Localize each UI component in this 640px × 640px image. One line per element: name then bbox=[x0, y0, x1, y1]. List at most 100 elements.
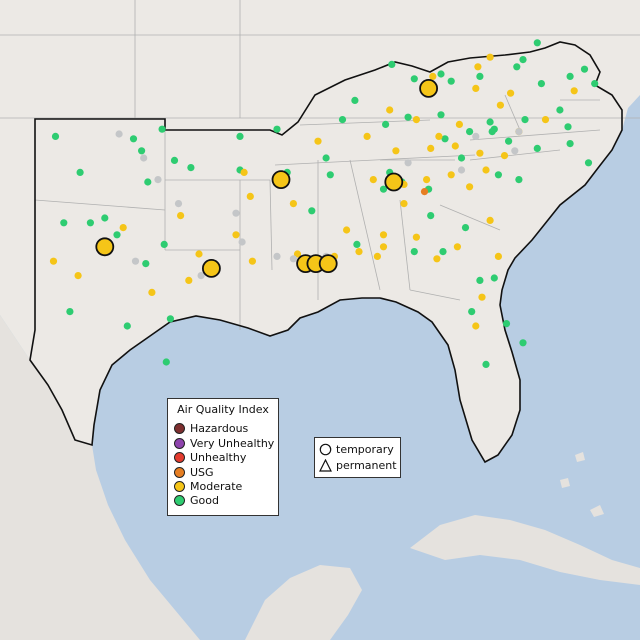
good-site-marker[interactable] bbox=[66, 308, 74, 316]
good-site-marker[interactable] bbox=[486, 118, 494, 126]
moderate-site-marker[interactable] bbox=[423, 176, 431, 184]
good-site-marker[interactable] bbox=[404, 113, 412, 121]
good-site-marker[interactable] bbox=[138, 147, 146, 155]
moderate-site-marker[interactable] bbox=[476, 149, 484, 157]
no-data-site-marker[interactable] bbox=[238, 238, 246, 246]
no-data-site-marker[interactable] bbox=[232, 209, 240, 217]
temporary-monitor-marker[interactable] bbox=[419, 79, 439, 98]
good-site-marker[interactable] bbox=[353, 240, 361, 248]
moderate-site-marker[interactable] bbox=[400, 200, 408, 208]
good-site-marker[interactable] bbox=[513, 63, 521, 71]
good-site-marker[interactable] bbox=[566, 72, 574, 80]
good-site-marker[interactable] bbox=[51, 132, 60, 140]
good-site-marker[interactable] bbox=[142, 260, 150, 268]
good-site-marker[interactable] bbox=[101, 214, 109, 222]
temporary-monitor-marker[interactable] bbox=[384, 172, 404, 192]
good-site-marker[interactable] bbox=[591, 80, 599, 88]
moderate-site-marker[interactable] bbox=[482, 166, 490, 174]
good-site-marker[interactable] bbox=[322, 154, 330, 162]
moderate-site-marker[interactable] bbox=[195, 250, 203, 258]
good-site-marker[interactable] bbox=[410, 248, 418, 256]
good-site-marker[interactable] bbox=[494, 171, 502, 179]
moderate-site-marker[interactable] bbox=[386, 106, 394, 114]
good-site-marker[interactable] bbox=[123, 322, 131, 330]
good-site-marker[interactable] bbox=[466, 128, 474, 136]
good-site-marker[interactable] bbox=[441, 135, 449, 143]
moderate-site-marker[interactable] bbox=[486, 53, 494, 61]
moderate-site-marker[interactable] bbox=[177, 212, 185, 220]
good-site-marker[interactable] bbox=[129, 135, 138, 143]
good-site-marker[interactable] bbox=[187, 164, 195, 172]
no-data-site-marker[interactable] bbox=[515, 128, 523, 136]
good-site-marker[interactable] bbox=[533, 144, 541, 152]
good-site-marker[interactable] bbox=[447, 77, 455, 85]
good-site-marker[interactable] bbox=[410, 75, 418, 83]
good-site-marker[interactable] bbox=[351, 96, 359, 104]
no-data-site-marker[interactable] bbox=[115, 130, 123, 138]
moderate-site-marker[interactable] bbox=[455, 120, 463, 128]
moderate-site-marker[interactable] bbox=[429, 72, 437, 80]
temporary-monitor-marker[interactable] bbox=[271, 170, 291, 190]
moderate-site-marker[interactable] bbox=[453, 243, 461, 251]
moderate-site-marker[interactable] bbox=[412, 233, 420, 241]
good-site-marker[interactable] bbox=[273, 125, 281, 133]
moderate-site-marker[interactable] bbox=[293, 250, 302, 258]
no-data-site-marker[interactable] bbox=[140, 154, 148, 162]
good-site-marker[interactable] bbox=[457, 154, 466, 162]
good-site-marker[interactable] bbox=[490, 274, 498, 282]
moderate-site-marker[interactable] bbox=[472, 322, 480, 330]
good-site-marker[interactable] bbox=[580, 65, 589, 73]
good-site-marker[interactable] bbox=[388, 60, 396, 68]
good-site-marker[interactable] bbox=[556, 106, 564, 114]
moderate-site-marker[interactable] bbox=[507, 89, 515, 97]
moderate-site-marker[interactable] bbox=[240, 168, 248, 176]
no-data-site-marker[interactable] bbox=[404, 159, 412, 167]
no-data-site-marker[interactable] bbox=[197, 272, 205, 280]
good-site-marker[interactable] bbox=[482, 360, 490, 368]
moderate-site-marker[interactable] bbox=[427, 144, 435, 152]
good-site-marker[interactable] bbox=[162, 358, 170, 366]
no-data-site-marker[interactable] bbox=[457, 166, 466, 174]
moderate-site-marker[interactable] bbox=[289, 200, 297, 208]
good-site-marker[interactable] bbox=[86, 219, 94, 227]
moderate-site-marker[interactable] bbox=[494, 252, 502, 260]
usg-site-marker[interactable] bbox=[420, 188, 429, 196]
moderate-site-marker[interactable] bbox=[433, 255, 441, 263]
good-site-marker[interactable] bbox=[584, 159, 593, 167]
good-site-marker[interactable] bbox=[160, 240, 168, 248]
moderate-site-marker[interactable] bbox=[314, 137, 322, 145]
moderate-site-marker[interactable] bbox=[355, 248, 363, 256]
moderate-site-marker[interactable] bbox=[49, 257, 58, 265]
good-site-marker[interactable] bbox=[382, 120, 390, 128]
good-site-marker[interactable] bbox=[158, 125, 166, 133]
moderate-site-marker[interactable] bbox=[343, 226, 351, 234]
moderate-site-marker[interactable] bbox=[119, 224, 127, 232]
no-data-site-marker[interactable] bbox=[273, 252, 281, 260]
moderate-site-marker[interactable] bbox=[472, 84, 480, 92]
no-data-site-marker[interactable] bbox=[174, 200, 183, 208]
no-data-site-marker[interactable] bbox=[154, 176, 162, 184]
moderate-site-marker[interactable] bbox=[541, 116, 550, 124]
moderate-site-marker[interactable] bbox=[185, 276, 193, 284]
no-data-site-marker[interactable] bbox=[511, 147, 519, 155]
good-site-marker[interactable] bbox=[515, 176, 523, 184]
moderate-site-marker[interactable] bbox=[447, 171, 455, 179]
moderate-site-marker[interactable] bbox=[232, 231, 240, 239]
moderate-site-marker[interactable] bbox=[363, 132, 371, 140]
good-site-marker[interactable] bbox=[521, 116, 529, 124]
good-site-marker[interactable] bbox=[338, 116, 347, 124]
good-site-marker[interactable] bbox=[476, 72, 484, 80]
good-site-marker[interactable] bbox=[439, 248, 447, 256]
moderate-site-marker[interactable] bbox=[248, 257, 256, 265]
good-site-marker[interactable] bbox=[564, 123, 572, 131]
moderate-site-marker[interactable] bbox=[412, 116, 420, 124]
good-site-marker[interactable] bbox=[437, 70, 445, 78]
moderate-site-marker[interactable] bbox=[496, 101, 504, 109]
good-site-marker[interactable] bbox=[308, 207, 316, 215]
moderate-site-marker[interactable] bbox=[379, 231, 388, 239]
good-site-marker[interactable] bbox=[326, 171, 334, 179]
good-site-marker[interactable] bbox=[437, 111, 445, 119]
good-site-marker[interactable] bbox=[537, 80, 546, 88]
good-site-marker[interactable] bbox=[113, 231, 121, 239]
good-site-marker[interactable] bbox=[60, 219, 68, 227]
